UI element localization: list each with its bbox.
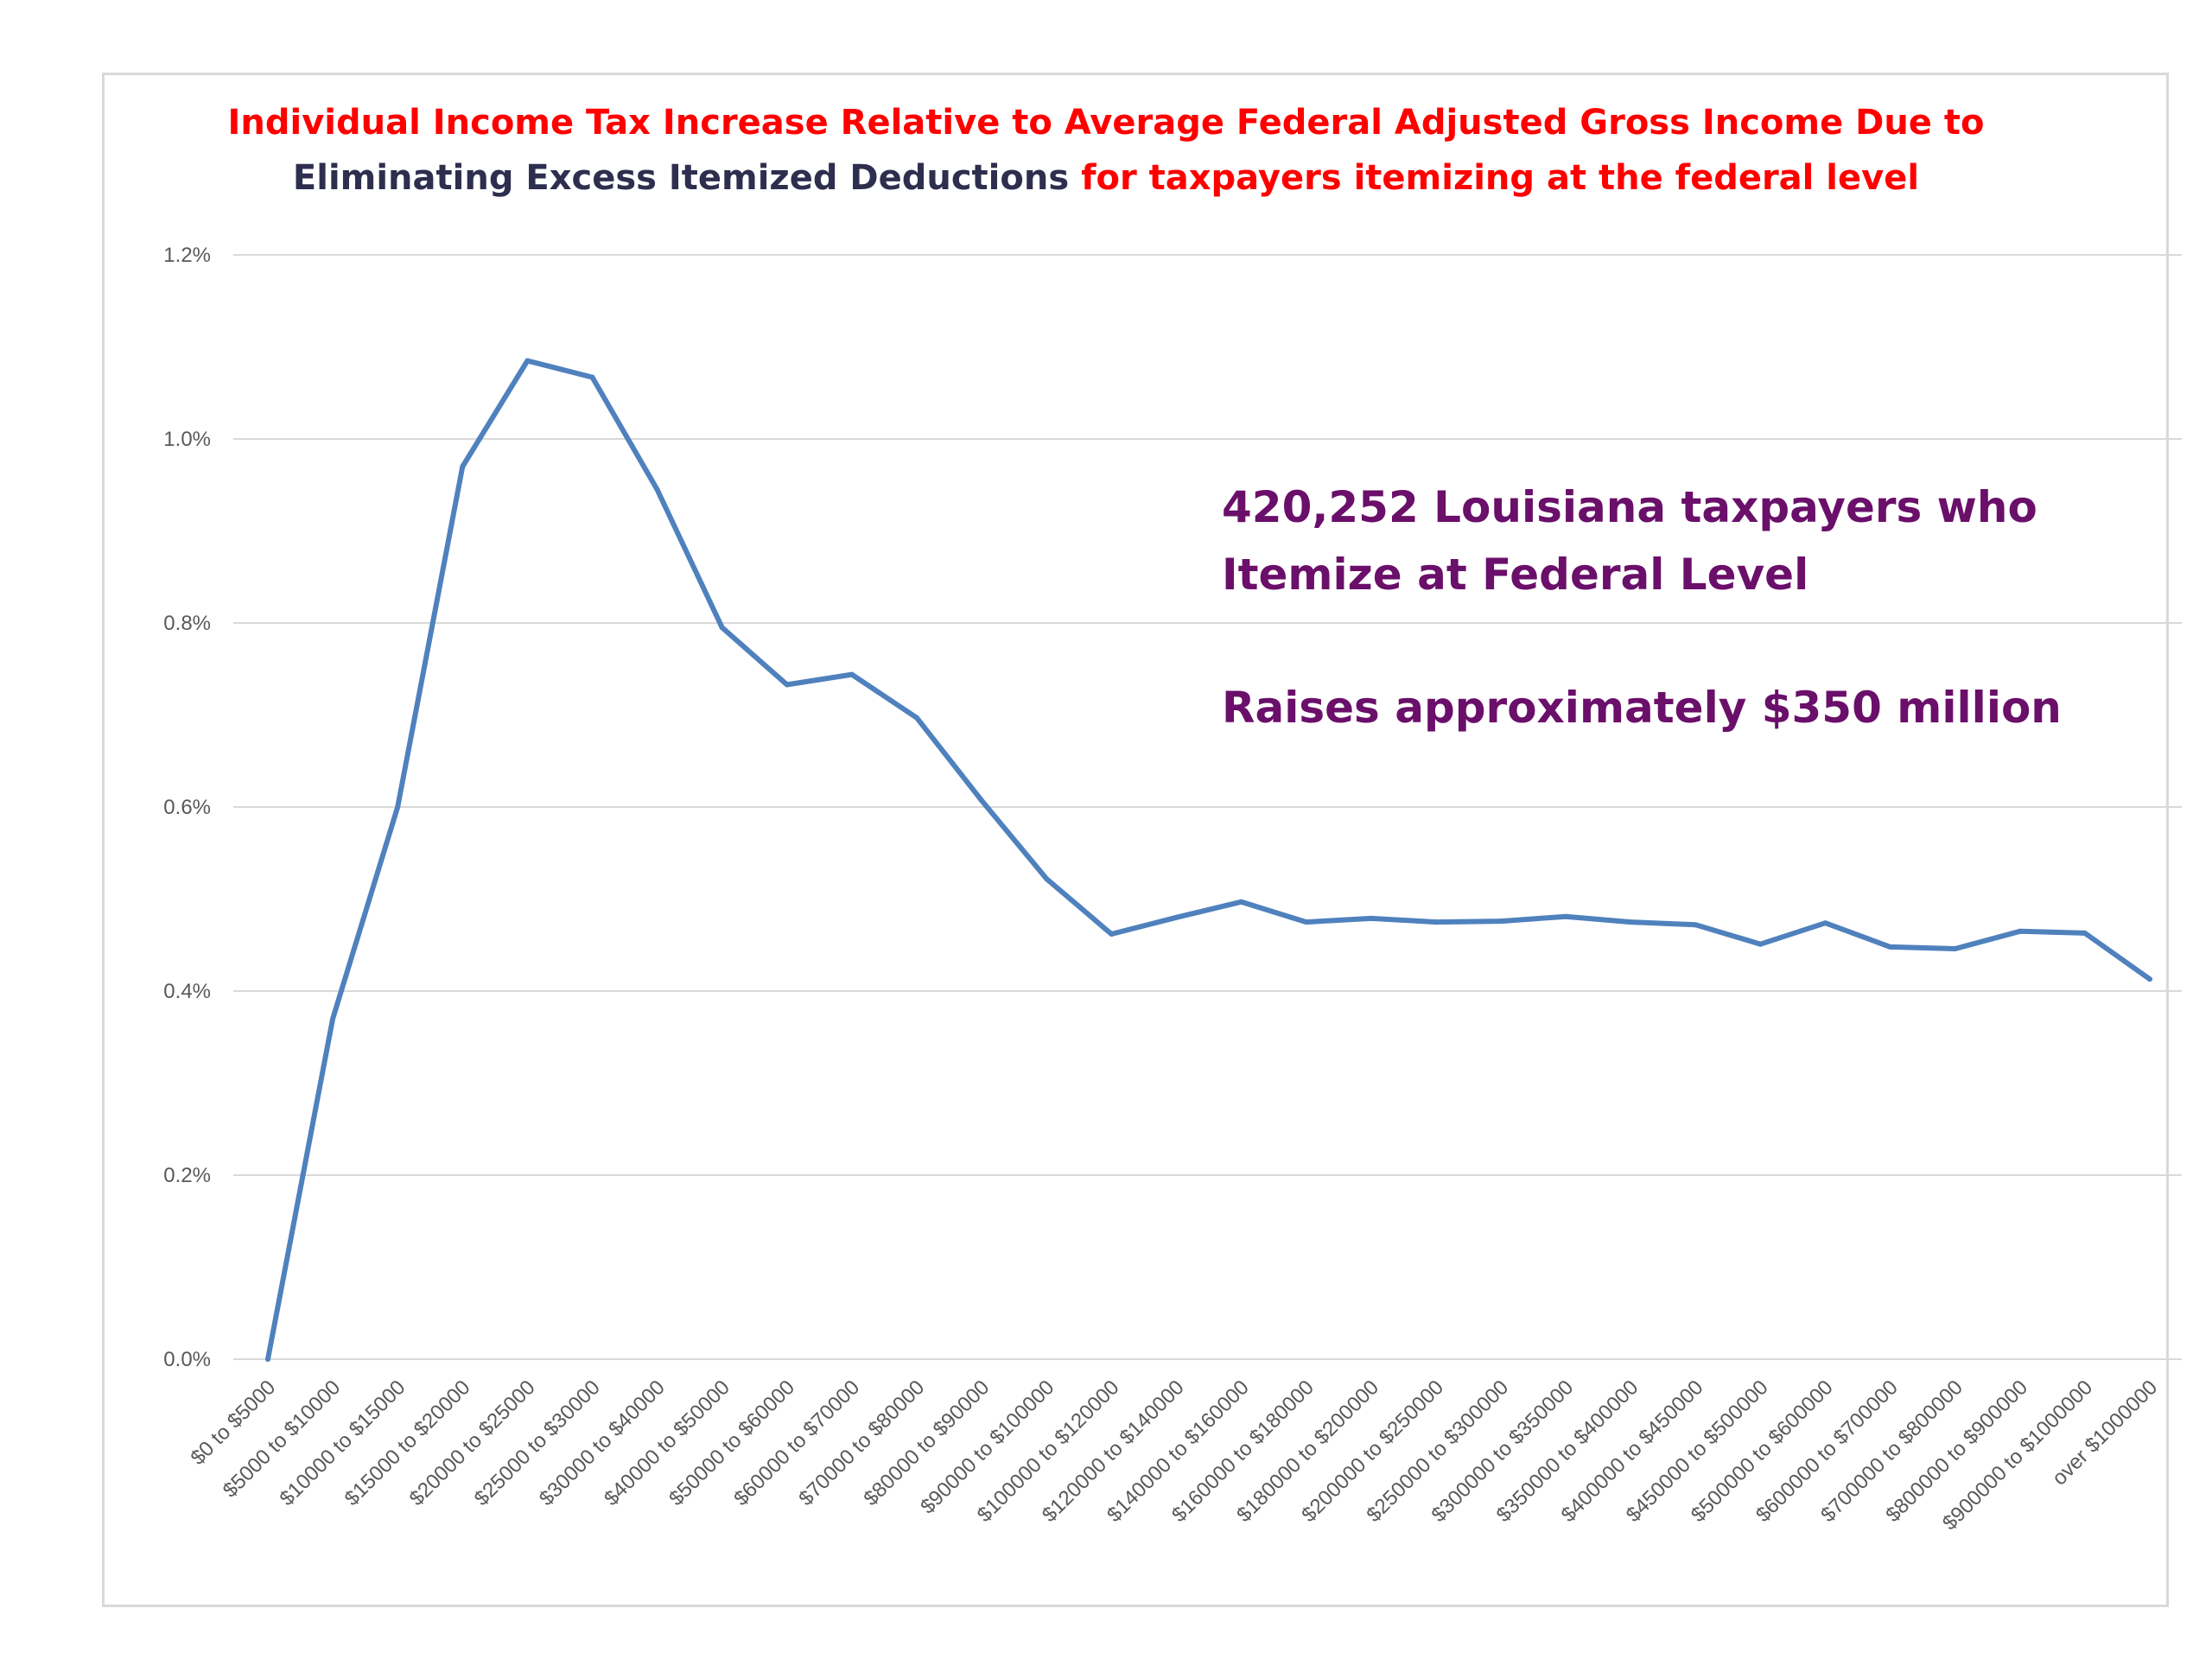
data-point: [2082, 930, 2088, 936]
x-tick-label: $70000 to $80000: [794, 1376, 929, 1510]
x-tick-label: $40000 to $50000: [600, 1376, 734, 1510]
x-tick-label: $80000 to $90000: [859, 1376, 994, 1510]
data-point: [719, 625, 725, 631]
annotation-line-1: 420,252 Louisiana taxpayers who: [1222, 482, 2037, 532]
data-point: [784, 682, 790, 688]
data-point: [1173, 914, 1179, 920]
chart-annotation: 420,252 Louisiana taxpayers who Itemize …: [1222, 474, 2062, 741]
data-point: [395, 804, 401, 810]
data-point: [914, 715, 920, 721]
annotation-line-3: Raises approximately $350 million: [1222, 683, 2062, 733]
y-tick-label: 0.4%: [163, 980, 211, 1003]
x-tick-label: $50000 to $60000: [664, 1376, 799, 1510]
x-tick-label: $20000 to $25000: [405, 1376, 540, 1510]
data-point: [460, 463, 466, 469]
data-point: [979, 798, 985, 804]
title-line-2-rest: for taxpayers itemizing at the federal l…: [1069, 158, 1920, 198]
x-axis-tick-labels: $0 to $5000$5000 to $10000$10000 to $150…: [186, 1376, 2162, 1535]
y-axis-tick-labels: 0.0% 0.2% 0.4% 0.6% 0.8% 1.0% 1.2%: [163, 244, 211, 1371]
series-line-group: [265, 358, 2152, 1362]
y-tick-label: 1.0%: [163, 428, 211, 451]
data-point: [589, 374, 595, 380]
chart-frame: [102, 73, 2169, 1607]
title-line-1: Individual Income Tax Increase Relative …: [227, 103, 1985, 143]
data-point: [2147, 976, 2152, 982]
series-line: [265, 358, 2152, 1362]
data-point: [1109, 931, 1115, 937]
y-tick-label: 1.2%: [163, 244, 211, 267]
data-point: [330, 1015, 336, 1021]
data-point: [1238, 899, 1244, 905]
x-tick-label: $5000 to $10000: [219, 1376, 346, 1503]
data-point: [1952, 946, 1958, 952]
y-tick-label: 0.0%: [163, 1348, 211, 1371]
data-point: [1758, 941, 1764, 947]
data-point: [1563, 913, 1569, 919]
data-point: [1628, 919, 1634, 925]
data-point: [849, 671, 855, 677]
data-point: [2017, 928, 2023, 934]
data-point: [1368, 915, 1374, 921]
data-point: [1497, 918, 1503, 925]
y-tick-label: 0.2%: [163, 1164, 211, 1187]
x-tick-label: $15000 to $20000: [340, 1376, 475, 1510]
gridlines: [233, 254, 2182, 1360]
y-tick-label: 0.6%: [163, 796, 211, 819]
annotation-line-2: Itemize at Federal Level: [1222, 550, 1809, 600]
data-point: [1822, 920, 1828, 926]
x-tick-label: $25000 to $30000: [470, 1376, 605, 1510]
x-tick-label: $10000 to $15000: [276, 1376, 410, 1510]
data-point: [654, 486, 660, 493]
x-tick-label: $30000 to $40000: [535, 1376, 670, 1510]
data-point: [1693, 922, 1699, 928]
data-point: [265, 1357, 270, 1362]
data-point: [1887, 944, 1893, 950]
chart-title: Individual Income Tax Increase Relative …: [0, 95, 2212, 206]
data-point: [1303, 919, 1309, 925]
data-point: [1433, 919, 1439, 925]
data-point: [1044, 876, 1050, 882]
y-tick-label: 0.8%: [163, 612, 211, 635]
title-line-2-emphasis: Eliminating Excess Itemized Deductions: [292, 158, 1070, 198]
x-tick-label: $60000 to $70000: [729, 1376, 864, 1510]
data-point: [524, 358, 531, 364]
